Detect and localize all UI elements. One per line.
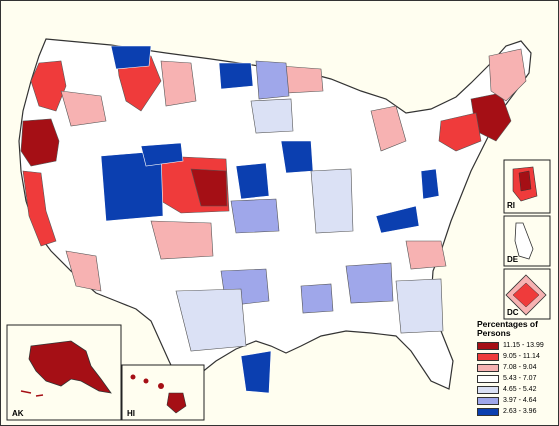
region-washington-west — [30, 60, 67, 112]
legend: Percentages of Persons 11.15 - 13.99 9.0… — [477, 320, 557, 417]
alaska-shape — [28, 340, 112, 394]
region-carolina-pink — [405, 240, 447, 270]
region-iowa-blue — [280, 140, 314, 174]
legend-rows: 11.15 - 13.99 9.05 - 11.14 7.08 - 9.04 5… — [477, 340, 557, 417]
legend-swatch — [477, 352, 499, 361]
legend-label: 5.43 - 7.07 — [503, 375, 537, 382]
region-minnesota-lightblue — [250, 98, 294, 134]
region-wv-blue — [420, 168, 440, 200]
region-utah-blue — [100, 150, 164, 222]
legend-label: 4.65 - 5.42 — [503, 386, 537, 393]
legend-swatch — [477, 341, 499, 350]
legend-label: 9.05 - 11.14 — [503, 353, 540, 360]
legend-row: 5.43 - 7.07 — [477, 373, 557, 384]
region-arkansas-midblue — [300, 283, 334, 314]
region-new-england-red — [488, 48, 527, 102]
legend-label: 11.15 - 13.99 — [503, 342, 544, 349]
region-nebraska-blue — [235, 162, 270, 200]
region-southeast-lightblue — [395, 278, 444, 334]
region-nd-blue — [218, 62, 254, 90]
hawaii-inset — [121, 364, 205, 421]
legend-row: 11.15 - 13.99 — [477, 340, 557, 351]
legend-row: 4.65 - 5.42 — [477, 384, 557, 395]
de-shape — [514, 222, 534, 260]
de-inset — [503, 215, 551, 267]
region-colorado-dark — [190, 168, 228, 207]
alaska-label: AK — [12, 409, 24, 418]
region-michigan-pink — [370, 105, 407, 152]
legend-row: 9.05 - 11.14 — [477, 351, 557, 362]
legend-swatch — [477, 396, 499, 405]
ri-label: RI — [507, 201, 515, 210]
legend-row: 7.08 - 9.04 — [477, 362, 557, 373]
legend-title: Percentages of Persons — [477, 319, 538, 338]
legend-swatch — [477, 385, 499, 394]
legend-label: 2.63 - 3.96 — [503, 408, 537, 415]
region-oregon-west — [20, 118, 60, 167]
ri-inner — [518, 170, 532, 192]
region-montana-pink — [160, 60, 197, 107]
ri-inset — [503, 159, 551, 214]
hawaii-maui — [158, 383, 164, 389]
region-nm-pink — [150, 220, 214, 260]
region-kentucky-blue — [375, 205, 420, 234]
region-texas-lightblue — [175, 288, 247, 352]
region-california-coast — [22, 170, 57, 247]
region-dakota-midblue — [255, 60, 290, 100]
region-texas-south-blue — [240, 350, 272, 394]
hawaii-label: HI — [127, 409, 135, 418]
region-southwest-pink — [65, 250, 102, 292]
alaska-inset — [6, 324, 122, 421]
hawaii-big-island — [166, 392, 187, 414]
hawaii-kauai — [130, 374, 136, 380]
legend-label: 7.08 - 9.04 — [503, 364, 537, 371]
de-label: DE — [507, 255, 519, 264]
legend-swatch — [477, 363, 499, 372]
legend-swatch — [477, 407, 499, 416]
legend-label: 3.97 - 4.64 — [503, 397, 537, 404]
region-tennessee-midblue — [345, 262, 394, 304]
dc-shape-inner — [512, 282, 540, 308]
hawaii-oahu — [143, 378, 149, 384]
region-wyoming-blue — [140, 142, 184, 167]
region-idaho-wyoming-blue — [110, 45, 152, 70]
region-kansas-midblue — [230, 198, 280, 234]
dc-inset — [503, 268, 551, 320]
legend-row: 2.63 - 3.96 — [477, 406, 557, 417]
legend-swatch — [477, 374, 499, 383]
alaska-islands — [20, 390, 44, 397]
region-west-pink-1 — [60, 90, 107, 127]
dc-label: DC — [507, 308, 519, 317]
region-new-york-red — [438, 112, 482, 152]
legend-row: 3.97 - 4.64 — [477, 395, 557, 406]
region-illinois-lightblue — [310, 168, 354, 234]
